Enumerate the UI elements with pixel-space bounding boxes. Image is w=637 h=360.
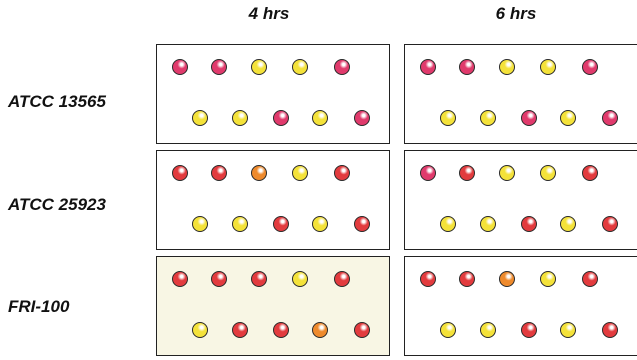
column-header-6hrs: 6 hrs: [495, 4, 537, 23]
well-dot: [499, 59, 515, 75]
well-panel-r2-c2: [404, 150, 637, 250]
well-dot: [540, 59, 556, 75]
well-dot: [480, 322, 496, 338]
well-dot: [582, 59, 598, 75]
well-dot: [420, 59, 436, 75]
well-dot: [440, 110, 456, 126]
well-dot: [211, 271, 227, 287]
well-panel-r1-c2: [404, 44, 637, 144]
well-dot: [420, 165, 436, 181]
well-dot: [420, 271, 436, 287]
well-dot: [560, 322, 576, 338]
well-dot: [251, 165, 267, 181]
well-panel-r3-c1: [156, 256, 390, 356]
well-dot: [459, 59, 475, 75]
well-dot: [334, 165, 350, 181]
well-dot: [540, 165, 556, 181]
well-panel-r3-c2: [404, 256, 637, 356]
well-dot: [172, 165, 188, 181]
row-label-fri-100: FRI-100: [8, 297, 70, 316]
well-dot: [354, 216, 370, 232]
well-dot: [292, 271, 308, 287]
well-dot: [192, 110, 208, 126]
well-dot: [172, 271, 188, 287]
well-dot: [602, 322, 618, 338]
well-dot: [273, 322, 289, 338]
well-dot: [232, 216, 248, 232]
well-dot: [172, 59, 188, 75]
well-dot: [251, 271, 267, 287]
well-dot: [334, 271, 350, 287]
well-dot: [602, 216, 618, 232]
well-dot: [251, 59, 267, 75]
well-dot: [459, 165, 475, 181]
well-dot: [440, 216, 456, 232]
well-dot: [480, 110, 496, 126]
well-dot: [521, 216, 537, 232]
column-header-4hrs: 4 hrs: [248, 4, 290, 23]
well-dot: [211, 59, 227, 75]
well-dot: [521, 110, 537, 126]
well-dot: [192, 216, 208, 232]
well-panel-r1-c1: [156, 44, 390, 144]
well-dot: [292, 59, 308, 75]
row-label-atcc-13565: ATCC 13565: [8, 92, 106, 111]
well-dot: [273, 216, 289, 232]
well-dot: [273, 110, 289, 126]
well-dot: [499, 165, 515, 181]
well-dot: [354, 322, 370, 338]
well-dot: [602, 110, 618, 126]
well-dot: [312, 110, 328, 126]
well-dot: [334, 59, 350, 75]
well-dot: [459, 271, 475, 287]
well-panel-r2-c1: [156, 150, 390, 250]
well-dot: [499, 271, 515, 287]
row-label-atcc-25923: ATCC 25923: [8, 195, 106, 214]
well-dot: [582, 271, 598, 287]
well-dot: [192, 322, 208, 338]
well-dot: [582, 165, 598, 181]
well-dot: [440, 322, 456, 338]
well-dot: [211, 165, 227, 181]
well-dot: [312, 322, 328, 338]
well-dot: [232, 110, 248, 126]
well-dot: [521, 322, 537, 338]
well-dot: [292, 165, 308, 181]
well-dot: [312, 216, 328, 232]
well-dot: [480, 216, 496, 232]
well-dot: [560, 110, 576, 126]
well-dot: [560, 216, 576, 232]
well-dot: [232, 322, 248, 338]
well-dot: [354, 110, 370, 126]
well-dot: [540, 271, 556, 287]
